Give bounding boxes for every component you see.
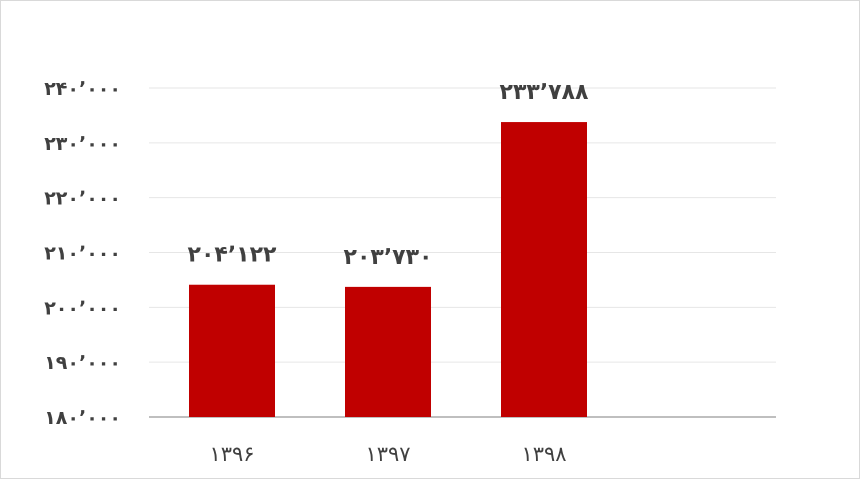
data-label: ۲۳۳٬۷۸۸ xyxy=(500,80,589,105)
y-tick-label: ۲۴۰٬۰۰۰ xyxy=(44,78,121,100)
bar xyxy=(189,284,275,417)
data-labels: ۲۰۴٬۱۲۲ ۲۰۳٬۷۳۰ ۲۳۳٬۷۸۸ xyxy=(188,80,589,270)
data-label: ۲۰۳٬۷۳۰ xyxy=(344,245,433,270)
bar xyxy=(501,122,587,417)
bar xyxy=(345,286,431,417)
y-axis-ticks: ۱۸۰٬۰۰۰ ۱۹۰٬۰۰۰ ۲۰۰٬۰۰۰ ۲۱۰٬۰۰۰ ۲۲۰٬۰۰۰ ۲۳۰٬۰… xyxy=(44,78,121,429)
x-tick-label: ۱۳۹۷ xyxy=(365,442,410,466)
y-tick-label: ۲۱۰٬۰۰۰ xyxy=(44,243,121,265)
y-tick-label: ۲۲۰٬۰۰۰ xyxy=(44,188,121,210)
y-tick-label: ۲۰۰٬۰۰۰ xyxy=(44,297,121,319)
x-tick-label: ۱۳۹۶ xyxy=(209,442,254,466)
x-tick-label: ۱۳۹۸ xyxy=(521,442,566,466)
data-label: ۲۰۴٬۱۲۲ xyxy=(188,243,277,268)
y-tick-label: ۱۸۰٬۰۰۰ xyxy=(44,407,121,429)
bars xyxy=(189,122,587,417)
y-tick-label: ۲۳۰٬۰۰۰ xyxy=(44,133,121,155)
y-tick-label: ۱۹۰٬۰۰۰ xyxy=(44,352,121,374)
x-axis-ticks: ۱۳۹۶ ۱۳۹۷ ۱۳۹۸ xyxy=(209,442,566,466)
